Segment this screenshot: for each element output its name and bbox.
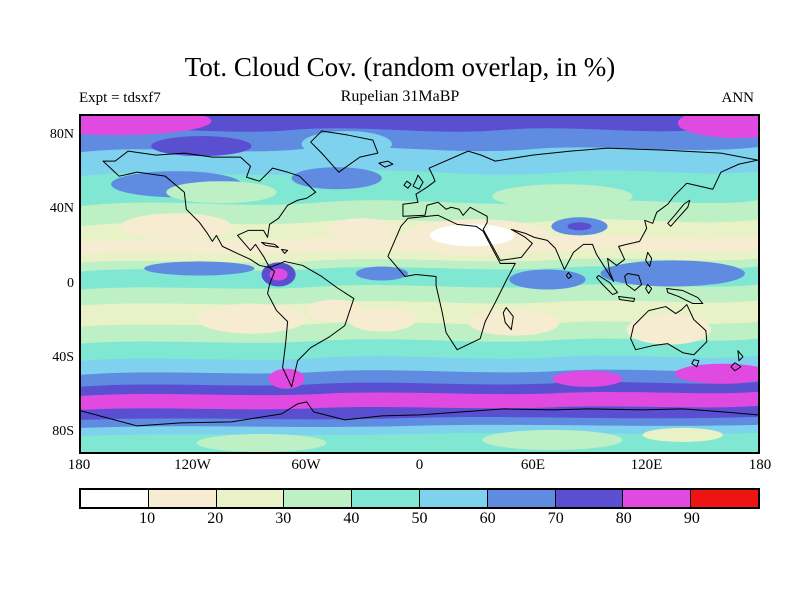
colorbar-labels: 10 20 30 40 50 60 70 80 90 — [79, 510, 760, 532]
lon-tick-label: 0 — [415, 457, 424, 473]
coastline-tasmania — [691, 359, 700, 368]
contour-patch — [306, 299, 363, 322]
coastline-north-america — [102, 150, 317, 268]
lon-tick-label: 60W — [291, 457, 321, 473]
coastline-borneo — [624, 272, 643, 292]
world-map-contour-plot — [79, 114, 760, 454]
lon-tick-label: 120E — [630, 457, 663, 473]
plot-subtitle: Rupelian 31MaBP — [340, 88, 460, 105]
colorbar-segment — [554, 490, 623, 507]
contour-patch — [291, 167, 382, 190]
experiment-label: Expt = tdsxf7 — [79, 90, 161, 106]
colorbar-tick-label: 80 — [615, 510, 632, 527]
colorbar-segment — [147, 490, 216, 507]
contour-patch — [196, 303, 307, 334]
colorbar-segment — [351, 490, 419, 507]
contour-patch — [469, 309, 560, 336]
coastlines — [81, 130, 758, 427]
lon-tick-label: 180 — [67, 457, 91, 473]
colorbar-segment — [690, 490, 758, 507]
coastline-greenland — [310, 130, 379, 173]
contour-patch — [677, 116, 758, 139]
coastline-japan — [667, 199, 691, 227]
colorbar-segment — [215, 490, 284, 507]
colorbar-tick-label: 10 — [139, 510, 156, 527]
contour-patch — [151, 136, 252, 157]
colorbar-segment — [81, 490, 148, 507]
colorbar-tick-label: 60 — [479, 510, 496, 527]
contour-bands — [81, 116, 758, 452]
coastline-java — [618, 296, 636, 303]
contour-patch — [196, 433, 327, 452]
contour-patch — [144, 261, 255, 276]
contour-patch — [482, 429, 623, 450]
colorbar-tick-label: 50 — [411, 510, 428, 527]
lat-tick-label: 80N — [49, 127, 74, 142]
coastline-sri-lanka — [565, 271, 572, 279]
colorbar-segment — [418, 490, 487, 507]
coastline-iceland — [378, 160, 394, 168]
colorbar-segment — [486, 490, 555, 507]
lat-tick-label: 80S — [52, 424, 74, 439]
coastline-britain — [412, 174, 424, 190]
contour-patch — [567, 222, 592, 231]
contour-patch — [430, 224, 515, 247]
contour-patches — [81, 116, 758, 452]
colorbar-tick-label: 70 — [547, 510, 564, 527]
colorbar-tick-label: 30 — [275, 510, 292, 527]
contour-patch — [268, 368, 305, 389]
contour-map-canvas — [81, 116, 758, 452]
colorbar-tick-label: 20 — [207, 510, 224, 527]
contour-patch — [81, 116, 212, 136]
colorbar-segment — [622, 490, 691, 507]
season-label: ANN — [721, 90, 755, 106]
coastline-madagascar — [502, 307, 514, 331]
lon-tick-label: 120W — [174, 457, 211, 473]
contour-patch — [326, 218, 397, 239]
coastline-sumatra — [596, 274, 619, 296]
contour-patch — [492, 184, 633, 209]
contour-patch — [347, 307, 416, 332]
lat-tick-label: 40N — [49, 201, 74, 216]
longitude-axis: 180 120W 60W 0 60E 120E 180 — [68, 457, 772, 477]
coastline-new-zealand-south — [730, 362, 742, 372]
colorbar-tick-label: 40 — [343, 510, 360, 527]
coastline-ireland — [403, 180, 412, 189]
coastline-sulawesi — [645, 284, 653, 295]
contour-patch — [301, 131, 392, 158]
coastline-south-america — [267, 260, 355, 388]
plot-title: Tot. Cloud Cov. (random overlap, in %) — [184, 52, 616, 82]
lat-tick-label: 40S — [52, 350, 74, 365]
coastline-new-guinea — [666, 288, 704, 305]
contour-patch — [642, 427, 723, 442]
colorbar-segment — [283, 490, 352, 507]
coastline-australia — [630, 304, 708, 356]
colorbar-tick-label: 90 — [683, 510, 700, 527]
contour-patch — [121, 213, 232, 240]
coastline-antarctica — [81, 401, 758, 427]
coastline-cuba — [261, 241, 280, 248]
contour-patch — [600, 260, 745, 287]
lon-tick-label: 180 — [748, 457, 772, 473]
contour-patch — [626, 314, 711, 345]
coastline-new-zealand-north — [737, 350, 744, 362]
contour-patch — [166, 181, 277, 204]
contour-patch — [355, 266, 408, 281]
coastline-eurasia — [402, 147, 758, 282]
coastline-africa — [387, 214, 516, 351]
lat-tick-label: 0 — [67, 276, 74, 291]
latitude-axis: 80N 40N 0 40S 80S — [30, 116, 74, 452]
coastline-hispaniola — [281, 248, 289, 254]
lon-tick-label: 60E — [520, 457, 546, 473]
contour-patch — [509, 269, 586, 290]
coastline-philippines — [645, 251, 653, 267]
contour-patch — [552, 370, 623, 387]
colorbar — [79, 488, 760, 509]
